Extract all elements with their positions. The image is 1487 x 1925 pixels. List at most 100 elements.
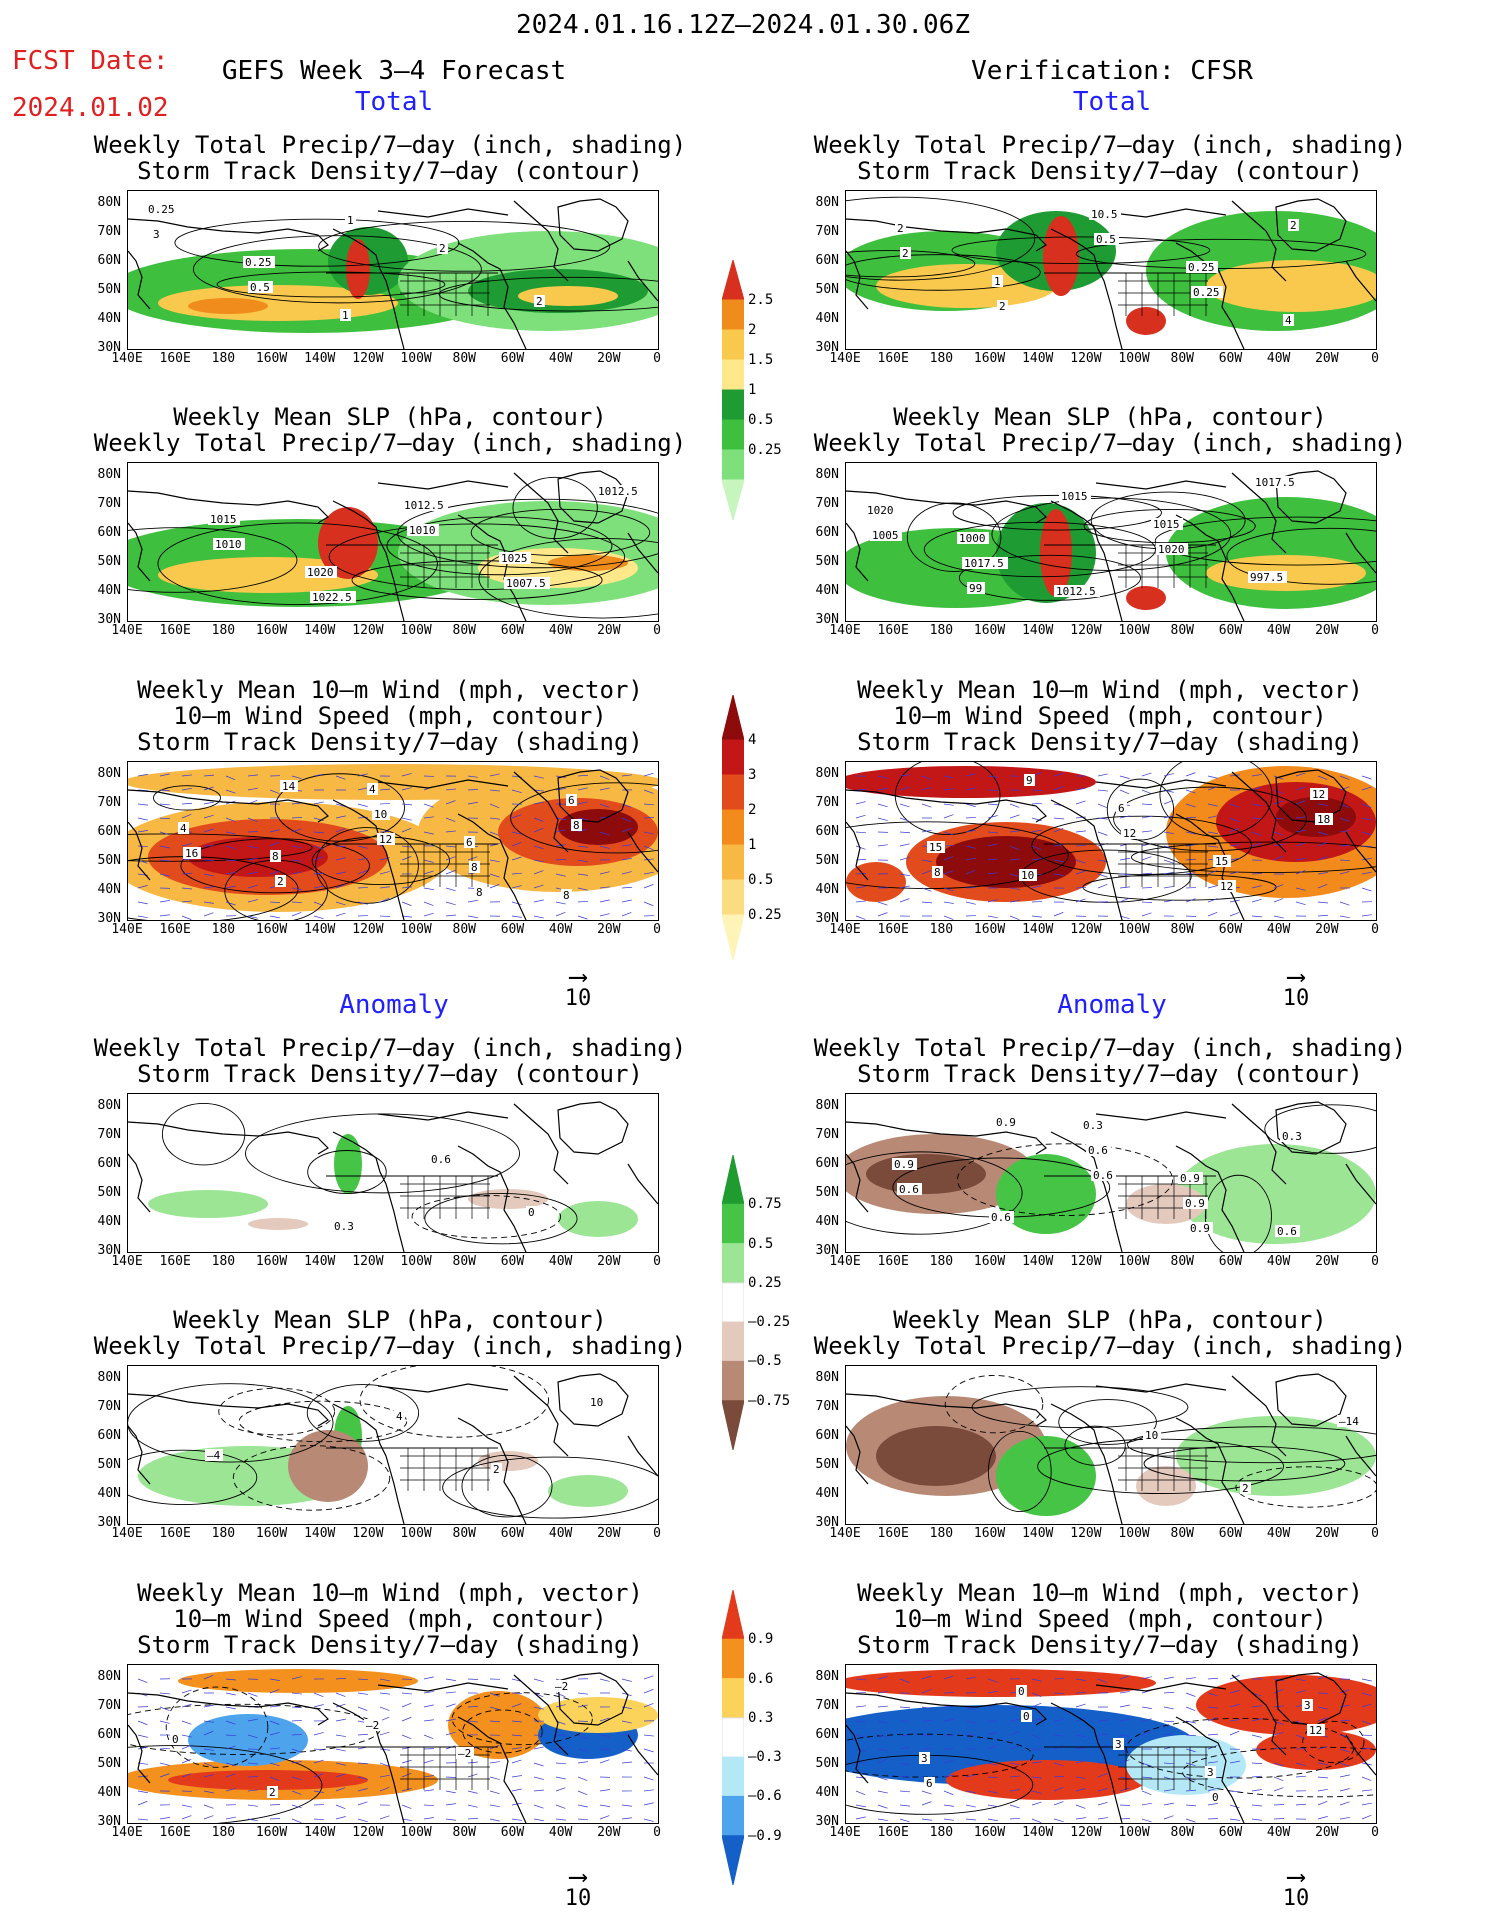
wind-vector — [445, 1818, 456, 1821]
contour-label-bg — [1113, 1738, 1124, 1750]
wind-vector — [291, 828, 302, 833]
lat-tick-label: 60N — [815, 1727, 839, 1742]
colorbar-segment — [721, 774, 745, 811]
wind-vector — [1031, 885, 1042, 889]
wind-vector — [965, 845, 976, 849]
wind-vector — [379, 1762, 390, 1767]
panel-title: Storm Track Density/7—day (contour) — [137, 157, 643, 185]
wind-vector — [203, 1815, 214, 1820]
wind-vector — [1317, 901, 1328, 904]
colorbar-label: 0.5 — [748, 1235, 774, 1252]
panel-title: Storm Track Density/7—day (shading) — [857, 1631, 1363, 1659]
wind-vector — [1339, 775, 1350, 780]
wind-vector — [921, 1675, 932, 1680]
colorbar-label: 1 — [748, 837, 757, 853]
lon-tick-label: 160E — [159, 922, 191, 937]
lon-tick-label: 0 — [1371, 1825, 1379, 1840]
contour-label-bg — [1116, 802, 1127, 814]
lon-tick-label: 120W — [352, 351, 384, 366]
wind-vector — [987, 815, 998, 819]
wind-vector — [225, 871, 236, 875]
wind-vector — [1317, 1800, 1328, 1806]
contour-label: 12 — [1123, 827, 1136, 840]
wind-vector — [1031, 1748, 1043, 1750]
wind-vector — [1361, 1776, 1372, 1781]
lat-tick-label: 70N — [815, 795, 839, 810]
wind-vector — [203, 814, 214, 819]
wind-vector — [159, 789, 170, 792]
wind-vector — [1141, 1731, 1152, 1736]
contour-label-bg — [310, 591, 356, 603]
wind-vector — [855, 900, 866, 903]
contour-label-bg — [270, 850, 281, 862]
wind-vector — [1317, 1706, 1328, 1710]
wind-vector — [203, 828, 214, 833]
lat-tick-label: 40N — [97, 583, 121, 598]
wind-vector — [181, 1689, 192, 1694]
contour-label: 0.6 — [431, 1153, 451, 1166]
wind-vector — [445, 788, 456, 791]
lon-tick-label: 140W — [304, 623, 336, 638]
contour-label-bg — [1315, 813, 1333, 825]
wind-vector — [1361, 845, 1373, 847]
contour-label-bg — [1143, 1429, 1161, 1441]
wind-vector — [159, 1817, 170, 1820]
wind-vector — [247, 1718, 258, 1722]
coastline — [128, 1692, 329, 1726]
wind-vector — [1273, 800, 1284, 805]
wind-vector — [1361, 1789, 1372, 1792]
lat-tick-label: 80N — [97, 1370, 121, 1385]
wind-vector — [577, 1790, 588, 1796]
coastline — [128, 821, 151, 881]
contour-line — [1182, 1746, 1376, 1798]
vector-reference-3: ⟶ 10 — [564, 1862, 592, 1911]
panel-title: Weekly Mean 10—m Wind (mph, vector) — [137, 1579, 643, 1607]
wind-vector — [467, 801, 478, 805]
wind-vector — [313, 1692, 324, 1697]
contour-line — [165, 1686, 269, 1768]
colorbar-segment — [721, 1638, 745, 1680]
wind-vector — [269, 915, 280, 919]
wind-vector — [643, 789, 654, 794]
wind-vector — [1141, 803, 1153, 805]
wind-vector — [1273, 855, 1284, 861]
contour-label: 9 — [1026, 774, 1033, 787]
lon-tick-label: 180 — [211, 1254, 236, 1269]
contour-label: 1020 — [867, 504, 894, 517]
lat-tick-label: 50N — [97, 1756, 121, 1771]
wind-vector — [555, 1804, 566, 1809]
wind-vector — [1273, 884, 1284, 889]
wind-vector — [855, 789, 867, 791]
wind-vector — [511, 1720, 522, 1723]
wind-vector — [1229, 1703, 1240, 1708]
wind-vector — [467, 1817, 478, 1820]
wind-vector — [445, 800, 456, 805]
coastline — [513, 771, 569, 853]
wind-vector — [313, 1732, 324, 1736]
lon-tick-label: 140W — [304, 1254, 336, 1269]
colorbar-segment — [721, 1360, 745, 1402]
contour-label: 10 — [590, 1396, 603, 1409]
contour-label-bg — [305, 566, 337, 578]
lon-tick-label: 160W — [973, 1254, 1006, 1269]
wind-vector — [137, 1746, 148, 1750]
wind-vector — [877, 803, 888, 808]
lon-tick-label: 0 — [1371, 1526, 1379, 1541]
wind-vector — [181, 774, 192, 777]
wind-vector — [899, 831, 910, 834]
wind-vector — [855, 1734, 866, 1738]
wind-vector — [599, 1789, 610, 1792]
wind-vector — [577, 817, 588, 821]
wind-vector — [1339, 1774, 1350, 1778]
shading-region — [334, 1134, 362, 1194]
wind-vector — [225, 885, 236, 889]
lon-tick-label: 160W — [255, 351, 288, 366]
contour-label: 0.25 — [245, 256, 272, 269]
wind-vector — [1207, 1677, 1218, 1680]
map-panel-p7: 0.3 0.6 0 — [127, 1093, 659, 1253]
section-anomaly-left: Anomaly — [339, 990, 449, 1020]
wind-vector — [489, 1776, 500, 1780]
wind-vector — [1097, 1678, 1108, 1684]
lat-tick-label: 40N — [97, 1785, 121, 1800]
lat-tick-label: 70N — [815, 1399, 839, 1414]
